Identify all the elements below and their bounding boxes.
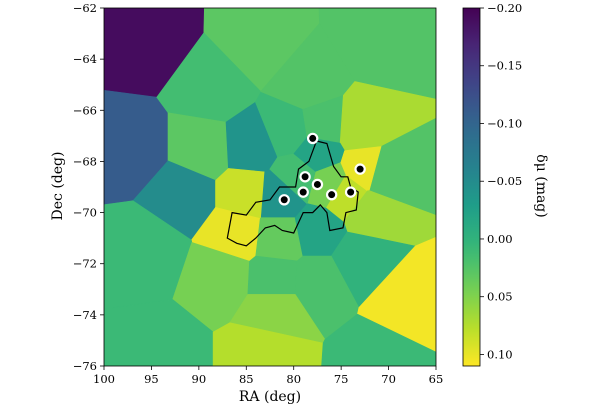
point-marker	[306, 132, 319, 145]
colorbar-tick-label: 0.00	[487, 232, 513, 246]
x-tick-label: 80	[286, 372, 301, 386]
colorbar-ticks: −0.20 −0.15 −0.10 −0.05 0.00 0.05 0.10	[480, 1, 522, 361]
colorbar-tick-label: −0.05	[487, 174, 522, 188]
x-tick-label: 85	[239, 372, 254, 386]
colorbar-frame	[462, 7, 481, 367]
y-axis-label: Dec (deg)	[50, 152, 66, 221]
colorbar-tick-label: −0.20	[487, 1, 522, 15]
y-tick-label: −76	[73, 359, 97, 373]
point-marker	[299, 171, 311, 183]
point-markers	[278, 132, 366, 206]
point-marker	[344, 186, 357, 198]
x-axis-ticks: 100 95 90 85 80 75 70 65	[93, 366, 444, 386]
plot-frame	[103, 7, 437, 367]
y-tick-label: −68	[73, 154, 97, 168]
colorbar	[463, 8, 480, 366]
x-tick-label: 100	[93, 372, 115, 386]
y-tick-label: −62	[73, 1, 97, 15]
y-tick-label: −64	[73, 52, 97, 66]
colorbar-tick-label: −0.10	[487, 116, 522, 130]
x-tick-label: 90	[192, 372, 207, 386]
y-tick-label: −74	[73, 308, 97, 322]
colorbar-label: δμ (mag)	[533, 154, 549, 218]
point-marker	[311, 178, 324, 191]
colorbar-tick-label: 0.05	[487, 290, 513, 304]
voronoi-cell	[321, 313, 436, 366]
point-marker	[297, 186, 309, 198]
colorbar-tick-label: 0.10	[487, 347, 513, 361]
voronoi-cells	[104, 8, 436, 366]
x-axis-label: RA (deg)	[239, 389, 301, 405]
region-outline	[226, 140, 359, 247]
y-tick-label: −70	[73, 206, 97, 220]
y-tick-label: −72	[73, 257, 97, 271]
x-tick-label: 70	[381, 372, 396, 386]
x-tick-label: 65	[429, 372, 444, 386]
voronoi-cell	[255, 217, 304, 262]
y-axis-ticks: −76 −74 −72 −70 −68 −66 −64 −62	[73, 1, 104, 373]
x-tick-label: 95	[144, 372, 159, 386]
point-marker	[278, 194, 290, 206]
colorbar-tick-label: −0.15	[487, 59, 522, 73]
point-marker	[354, 163, 366, 175]
x-tick-label: 75	[334, 372, 349, 386]
y-tick-label: −66	[73, 103, 97, 117]
point-marker	[325, 188, 338, 201]
voronoi-cell	[247, 255, 298, 295]
